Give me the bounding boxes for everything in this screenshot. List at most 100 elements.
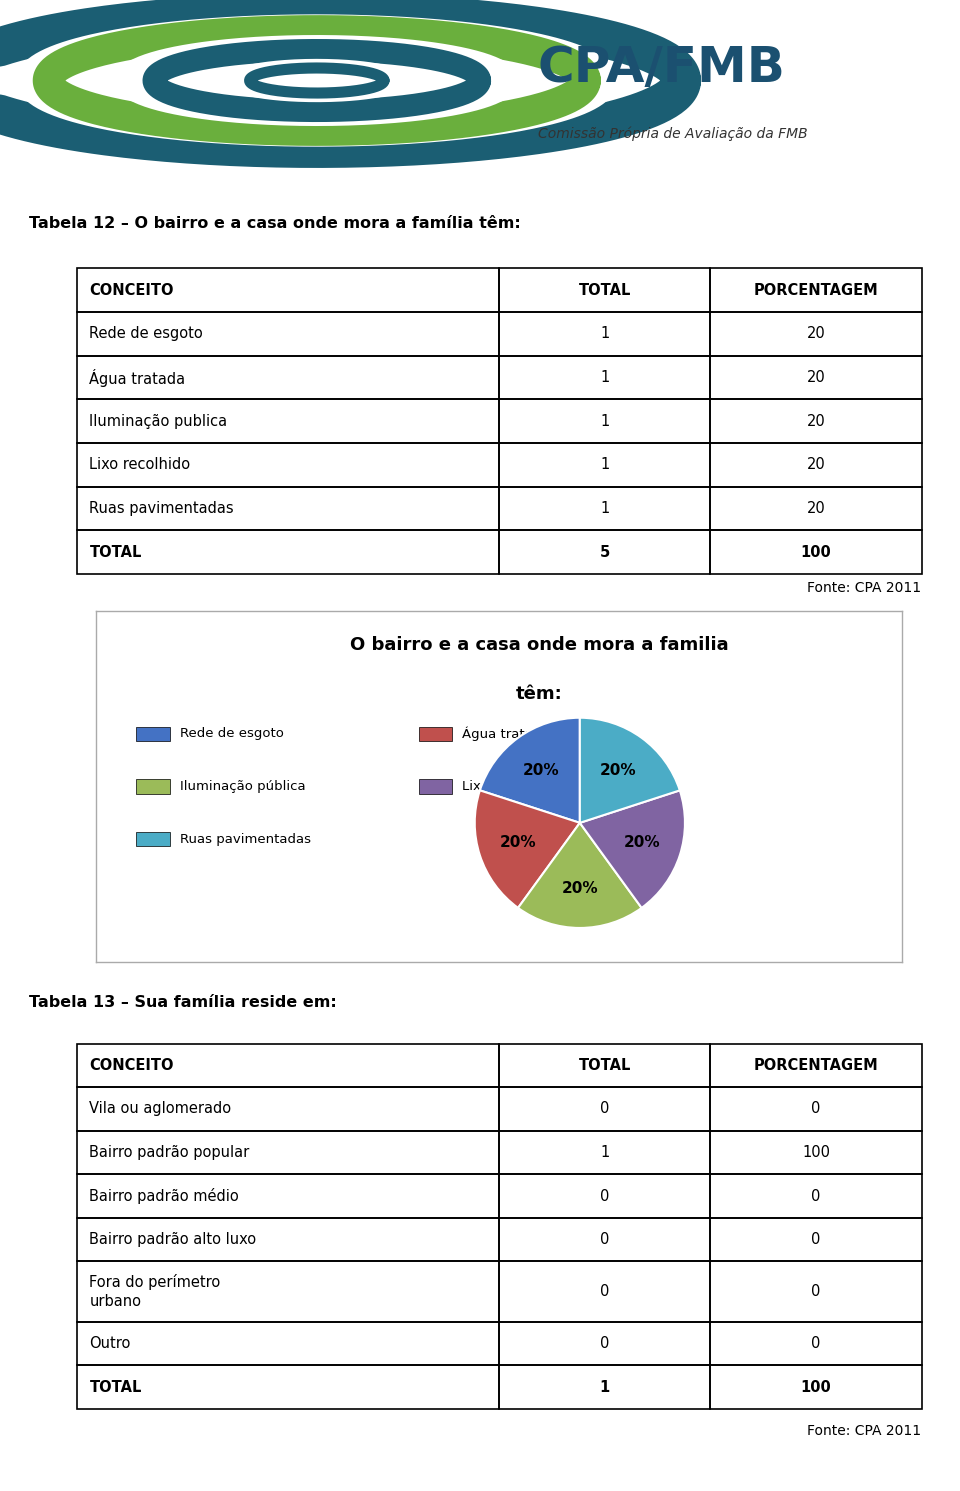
Bar: [77, 312, 499, 356]
Text: Vila ou aglomerado: Vila ou aglomerado: [89, 1102, 231, 1117]
Text: Bairro padrão médio: Bairro padrão médio: [89, 1188, 239, 1205]
Bar: [499, 486, 710, 531]
Bar: [499, 1130, 710, 1175]
Text: 0: 0: [811, 1284, 821, 1299]
Wedge shape: [475, 790, 580, 908]
Bar: [710, 1130, 922, 1175]
Text: Iluminação publica: Iluminação publica: [89, 413, 228, 429]
Text: 1: 1: [600, 458, 610, 473]
Bar: [136, 780, 170, 793]
Bar: [710, 1218, 922, 1261]
Bar: [499, 1044, 710, 1087]
Text: TOTAL: TOTAL: [89, 1379, 142, 1394]
Text: 20%: 20%: [623, 835, 660, 850]
Text: Fonte: CPA 2011: Fonte: CPA 2011: [807, 1424, 922, 1439]
Text: Água tratada: Água tratada: [462, 726, 549, 741]
Bar: [499, 1366, 710, 1409]
Text: Água tratada: Água tratada: [89, 368, 185, 386]
Text: 0: 0: [811, 1102, 821, 1117]
Bar: [419, 780, 452, 793]
Text: 1: 1: [600, 413, 610, 429]
Bar: [77, 1366, 499, 1409]
Text: 20: 20: [806, 413, 826, 429]
Text: 20: 20: [806, 501, 826, 516]
Bar: [136, 832, 170, 847]
Bar: [710, 1175, 922, 1218]
Text: Rede de esgoto: Rede de esgoto: [89, 327, 204, 341]
Text: Tabela 12 – O bairro e a casa onde mora a família têm:: Tabela 12 – O bairro e a casa onde mora …: [29, 216, 520, 231]
Text: 5: 5: [600, 544, 610, 559]
Text: 1: 1: [600, 1145, 610, 1160]
Bar: [499, 531, 710, 574]
Wedge shape: [580, 717, 680, 823]
Bar: [77, 268, 499, 312]
Bar: [77, 1175, 499, 1218]
Text: Fonte: CPA 2011: Fonte: CPA 2011: [807, 581, 922, 595]
Text: 0: 0: [600, 1102, 610, 1117]
Text: 20: 20: [806, 327, 826, 341]
Bar: [499, 1261, 710, 1323]
Text: 0: 0: [600, 1188, 610, 1203]
Bar: [499, 1323, 710, 1366]
Text: O bairro e a casa onde mora a familia: O bairro e a casa onde mora a familia: [350, 635, 729, 655]
Text: CONCEITO: CONCEITO: [89, 283, 174, 298]
Bar: [710, 268, 922, 312]
Text: 1: 1: [600, 327, 610, 341]
Text: Ruas pavimentadas: Ruas pavimentadas: [89, 501, 234, 516]
Bar: [77, 486, 499, 531]
Text: Comissão Própria de Avaliação da FMB: Comissão Própria de Avaliação da FMB: [538, 127, 807, 142]
Bar: [499, 1218, 710, 1261]
Text: 1: 1: [600, 1379, 610, 1394]
Text: 20%: 20%: [523, 762, 560, 778]
Text: 0: 0: [811, 1336, 821, 1351]
Text: Iluminação pública: Iluminação pública: [180, 780, 305, 793]
Bar: [419, 726, 452, 741]
Text: 100: 100: [801, 544, 831, 559]
Text: Bairro padrão alto luxo: Bairro padrão alto luxo: [89, 1232, 256, 1246]
Text: 1: 1: [600, 370, 610, 385]
Bar: [499, 1087, 710, 1130]
Bar: [77, 400, 499, 443]
Text: PORCENTAGEM: PORCENTAGEM: [754, 1059, 878, 1074]
Text: 0: 0: [811, 1232, 821, 1246]
Text: 20%: 20%: [562, 881, 598, 896]
Wedge shape: [480, 717, 580, 823]
Text: Tabela 13 – Sua família reside em:: Tabela 13 – Sua família reside em:: [29, 994, 337, 1011]
Text: 1: 1: [600, 501, 610, 516]
Bar: [77, 1323, 499, 1366]
Bar: [499, 1175, 710, 1218]
Text: 100: 100: [801, 1379, 831, 1394]
Bar: [710, 1366, 922, 1409]
Text: 20: 20: [806, 458, 826, 473]
Bar: [77, 443, 499, 486]
Text: CPA/FMB: CPA/FMB: [538, 45, 785, 92]
Text: CONCEITO: CONCEITO: [89, 1059, 174, 1074]
Bar: [77, 1130, 499, 1175]
Text: Lixo recolhido: Lixo recolhido: [462, 780, 555, 793]
Bar: [77, 1044, 499, 1087]
Text: 20%: 20%: [499, 835, 537, 850]
Text: TOTAL: TOTAL: [579, 1059, 631, 1074]
Bar: [499, 268, 710, 312]
Bar: [77, 1261, 499, 1323]
Bar: [499, 312, 710, 356]
Text: 0: 0: [600, 1284, 610, 1299]
Bar: [710, 1323, 922, 1366]
Text: Outro: Outro: [89, 1336, 131, 1351]
Text: 0: 0: [600, 1232, 610, 1246]
Text: 20: 20: [806, 370, 826, 385]
Text: 0: 0: [811, 1188, 821, 1203]
Text: Lixo recolhido: Lixo recolhido: [89, 458, 191, 473]
Bar: [499, 443, 710, 486]
Bar: [77, 1218, 499, 1261]
Wedge shape: [580, 790, 684, 908]
Bar: [77, 531, 499, 574]
Bar: [77, 356, 499, 400]
Bar: [710, 531, 922, 574]
Bar: [710, 443, 922, 486]
Bar: [710, 400, 922, 443]
Bar: [136, 726, 170, 741]
Bar: [499, 400, 710, 443]
Text: TOTAL: TOTAL: [579, 283, 631, 298]
Bar: [710, 486, 922, 531]
